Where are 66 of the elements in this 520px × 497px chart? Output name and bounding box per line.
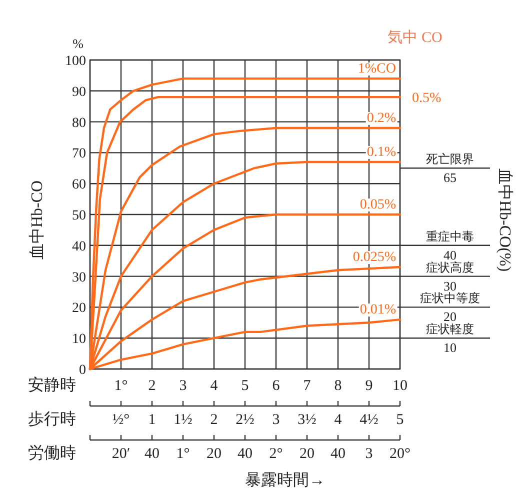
y2-tick-label: 30: [444, 278, 456, 294]
x2-tick-label: ½°: [112, 412, 130, 428]
x-tick-label: 2: [148, 378, 156, 394]
text: 1°: [176, 446, 190, 462]
x-tick-label: 4: [210, 378, 218, 394]
x-tick-label: 7: [303, 378, 312, 394]
y-tick-label: 30: [72, 270, 86, 286]
x2-tick-label: 3: [272, 412, 280, 428]
y-tick-label: 10: [72, 332, 86, 348]
x-tick-label: 8: [334, 378, 342, 394]
x2-tick-label: 2: [210, 412, 218, 428]
x2-tick-label: 4: [334, 412, 342, 428]
y-tick-label: 40: [72, 239, 86, 254]
x-tick-label: 10: [392, 378, 408, 394]
series-label: 0.2%: [366, 110, 396, 126]
y-tick-label: 60: [72, 178, 86, 193]
series-label: 0.01%: [360, 302, 396, 318]
text: 3: [365, 446, 373, 462]
y-tick-label: 70: [72, 146, 86, 162]
x2-tick-label: 2½: [236, 412, 254, 428]
ref-line-label: 死亡限界: [426, 152, 474, 166]
x2-tick-label: 5: [396, 412, 404, 428]
text: 40: [330, 446, 346, 462]
x-tick-label: 9: [365, 378, 373, 394]
text: 20: [300, 446, 314, 462]
x2-tick-label: 1½: [174, 412, 192, 428]
x-axis-title: 安静時: [28, 376, 76, 394]
y2-tick-label: 10: [444, 340, 456, 356]
text: 20°: [390, 446, 410, 462]
ref-line-label: 症状中等度: [420, 291, 480, 306]
text: %: [72, 36, 84, 51]
series-label: 0.05%: [360, 198, 396, 212]
y-tick-label: 100: [65, 54, 86, 69]
y-tick-label: 50: [72, 208, 86, 224]
series-label: 1%CO: [358, 62, 396, 77]
y2-tick-label: 65: [444, 170, 456, 186]
text: 40: [144, 446, 160, 462]
y-axis-title: 血中Hb-CO: [28, 180, 46, 260]
series-label: 0.025%: [352, 250, 396, 266]
text: 40: [238, 446, 252, 462]
text: 20′: [112, 446, 130, 462]
legend-title: 気中 CO: [388, 29, 442, 46]
x2-tick-label: 3½: [298, 412, 316, 428]
y-tick-label: 90: [72, 84, 86, 100]
y2-tick-label: 40: [444, 247, 456, 262]
y-tick-label: 0: [79, 363, 86, 378]
text: 20: [206, 446, 222, 462]
x2-tick-label: 1: [148, 412, 156, 428]
x2-tick-label: 4½: [360, 412, 378, 428]
text: 暴露時間→: [245, 471, 325, 489]
ref-line-label: 症状軽度: [426, 322, 474, 336]
x-tick-label: 6: [272, 378, 280, 394]
x-tick-label: 1°: [114, 378, 128, 394]
y2-axis-title: 血中Hb-CO(%): [496, 168, 514, 272]
text: 労働時: [28, 444, 76, 462]
series-label: 0.5%: [412, 91, 442, 106]
x-tick-label: 5: [241, 378, 249, 394]
ref-line-label: 症状高度: [426, 260, 474, 274]
y2-tick-label: 20: [444, 309, 456, 324]
text: 2°: [269, 446, 283, 462]
x2-axis-title: 歩行時: [28, 410, 76, 428]
ref-line-label: 重症中毒: [426, 229, 474, 244]
y-tick-label: 80: [72, 116, 86, 131]
series-label: 0.1%: [366, 144, 396, 160]
y-tick-label: 20: [72, 301, 86, 316]
x-tick-label: 3: [179, 378, 187, 394]
